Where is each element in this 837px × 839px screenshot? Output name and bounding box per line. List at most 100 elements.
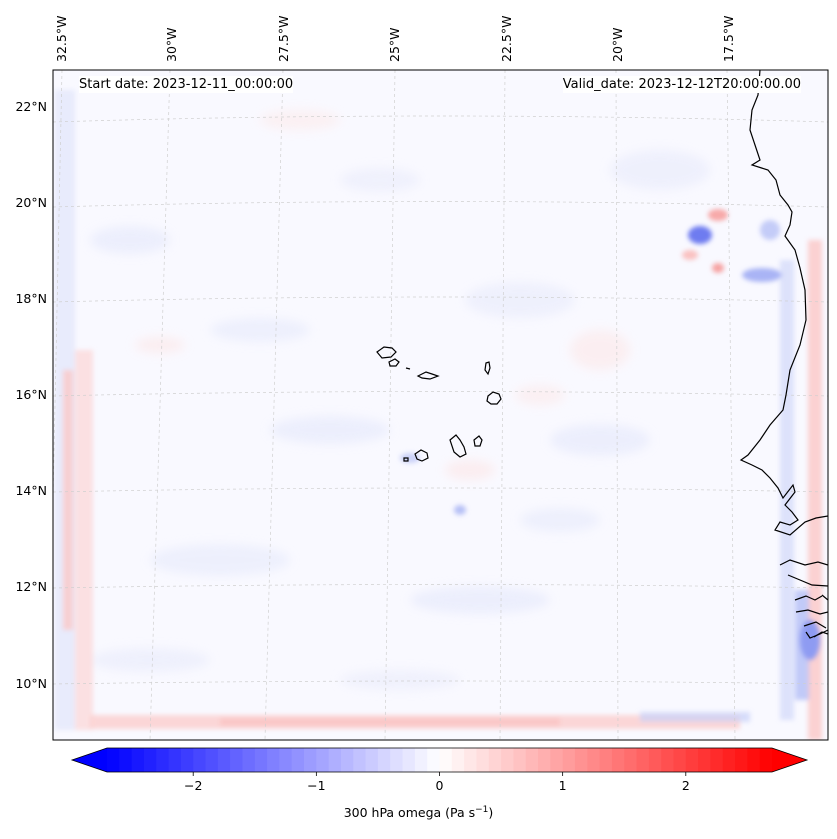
colorbar-segment <box>513 748 527 772</box>
cape-verde-islands <box>376 346 502 462</box>
colorbar-segment <box>427 748 441 772</box>
colorbar-segment <box>340 748 354 772</box>
colorbar-tick-label: 0 <box>436 778 444 793</box>
longitude-labels: 32.5°W 30°W 27.5°W 25°W 22.5°W 20°W 17.5… <box>54 16 736 62</box>
colorbar-segment <box>316 748 330 772</box>
map-background <box>53 70 828 740</box>
lon-label: 27.5°W <box>276 16 291 62</box>
colorbar-segments <box>107 748 773 772</box>
coastline <box>739 70 828 639</box>
island-brava <box>403 457 409 462</box>
colorbar-segment <box>217 748 231 772</box>
colorbar-segment <box>574 748 588 772</box>
colorbar-segment <box>747 748 761 772</box>
valid-date-label: Valid_date: 2023-12-12T20:00:00.00 <box>562 76 801 93</box>
start-date-label: Start date: 2023-12-11_00:00:00 <box>79 76 294 93</box>
colorbar-segment <box>710 748 724 772</box>
colorbar-segment <box>550 748 564 772</box>
colorbar-segment <box>193 748 207 772</box>
map-panel <box>52 69 829 741</box>
colorbar-segment <box>451 748 465 772</box>
colorbar-segment <box>414 748 428 772</box>
colorbar-label: 300 hPa omega (Pa s−1) <box>0 805 837 820</box>
colorbar-tick-label: 2 <box>682 778 690 793</box>
colorbar-segment <box>599 748 613 772</box>
colorbar-segment <box>501 748 514 772</box>
colorbar-label-close: ) <box>488 805 494 821</box>
colorbar-segment <box>476 748 490 772</box>
lon-label: 30°W <box>164 27 179 62</box>
map-frame <box>52 69 829 741</box>
colorbar-segment <box>119 748 133 772</box>
colorbar-segment <box>230 748 244 772</box>
colorbar-ticks: −2 −1 0 1 2 <box>184 772 690 793</box>
colorbar-segment <box>402 748 416 772</box>
graticule <box>53 70 828 740</box>
colorbar-low-extend <box>72 748 107 772</box>
lon-label: 22.5°W <box>499 16 514 62</box>
colorbar-segment <box>673 748 687 772</box>
colorbar-segment <box>291 748 305 772</box>
colorbar-tick-label: −2 <box>184 778 202 793</box>
lat-label: 10°N <box>15 676 47 691</box>
island-fogo <box>414 449 429 462</box>
colorbar-tick-label: −1 <box>307 778 325 793</box>
lat-label: 14°N <box>15 483 47 498</box>
island-santa-luzia <box>405 367 411 370</box>
colorbar-segment <box>304 748 317 772</box>
lon-label: 20°W <box>610 27 625 62</box>
colorbar-segment <box>636 748 650 772</box>
island-santo-antao <box>376 346 397 359</box>
omega-field <box>55 90 822 740</box>
colorbar-segment <box>156 748 170 772</box>
colorbar-segment <box>661 748 675 772</box>
island-sao-vicente <box>388 358 400 367</box>
colorbar: −2 −1 0 1 2 <box>70 747 809 793</box>
colorbar-segment <box>722 748 736 772</box>
colorbar-segment <box>685 748 699 772</box>
colorbar-segment <box>439 748 453 772</box>
colorbar-segment <box>180 748 194 772</box>
colorbar-segment <box>131 748 145 772</box>
colorbar-segment <box>205 748 219 772</box>
latitude-labels: 22°N 20°N 18°N 16°N 14°N 12°N 10°N <box>15 99 47 691</box>
colorbar-segment <box>562 748 576 772</box>
colorbar-segment <box>624 748 638 772</box>
colorbar-segment <box>267 748 280 772</box>
island-maio <box>473 435 483 447</box>
colorbar-segment <box>242 748 256 772</box>
colorbar-high-extend <box>772 748 807 772</box>
colorbar-outline <box>70 747 809 773</box>
colorbar-segment <box>735 748 748 772</box>
colorbar-segment <box>365 748 379 772</box>
colorbar-segment <box>759 748 773 772</box>
lat-label: 16°N <box>15 387 47 402</box>
colorbar-segment <box>353 748 367 772</box>
island-boa-vista <box>486 391 502 405</box>
colorbar-segment <box>390 748 404 772</box>
colorbar-segment <box>611 748 625 772</box>
lon-label: 17.5°W <box>721 16 736 62</box>
island-sal <box>484 361 491 376</box>
colorbar-segment <box>168 748 182 772</box>
colorbar-segment <box>279 748 293 772</box>
colorbar-tick-label: 1 <box>559 778 567 793</box>
colorbar-label-exponent: −1 <box>475 805 489 815</box>
lat-label: 20°N <box>15 195 47 210</box>
colorbar-segment <box>254 748 268 772</box>
colorbar-segment <box>107 748 120 772</box>
colorbar-segment <box>328 748 342 772</box>
colorbar-segment <box>648 748 662 772</box>
colorbar-segment <box>587 748 601 772</box>
island-sao-nicolau <box>416 371 440 380</box>
colorbar-segment <box>525 748 539 772</box>
colorbar-label-text: 300 hPa omega (Pa s <box>343 805 476 821</box>
colorbar-segment <box>377 748 391 772</box>
lon-label: 25°W <box>387 27 402 62</box>
colorbar-segment <box>698 748 712 772</box>
lat-label: 22°N <box>15 99 47 114</box>
lat-label: 12°N <box>15 579 47 594</box>
colorbar-segment <box>464 748 478 772</box>
lon-label: 32.5°W <box>54 16 69 62</box>
